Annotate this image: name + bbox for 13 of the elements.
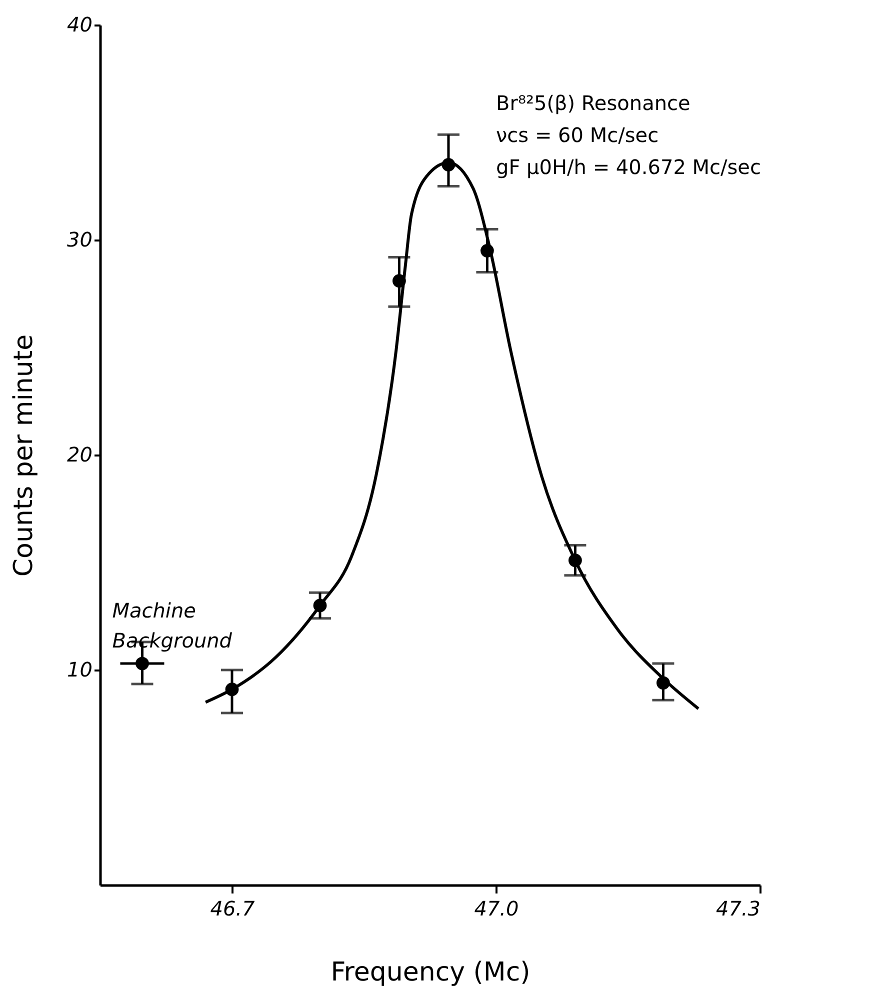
- annotation: gF μ0H/h = 40.672 Mc/sec: [496, 154, 761, 179]
- y-tick-label: 20: [67, 442, 92, 466]
- annotation: Machine Background: [112, 598, 232, 653]
- x-tick-label: 47.0: [474, 896, 519, 920]
- y-tick-label: 10: [67, 658, 92, 682]
- annotation: Br⁸²5(β) Resonance: [496, 90, 690, 115]
- y-tick-label: 30: [67, 228, 92, 252]
- x-tick-label: 47.3: [716, 896, 760, 920]
- annotation: νcs = 60 Mc/sec: [496, 122, 659, 147]
- y-tick-label: 40: [67, 12, 92, 36]
- x-tick-label: 46.7: [210, 896, 256, 920]
- x-axis-title: Frequency (Mc): [330, 958, 530, 988]
- y-axis-title: Counts per minute: [9, 334, 40, 577]
